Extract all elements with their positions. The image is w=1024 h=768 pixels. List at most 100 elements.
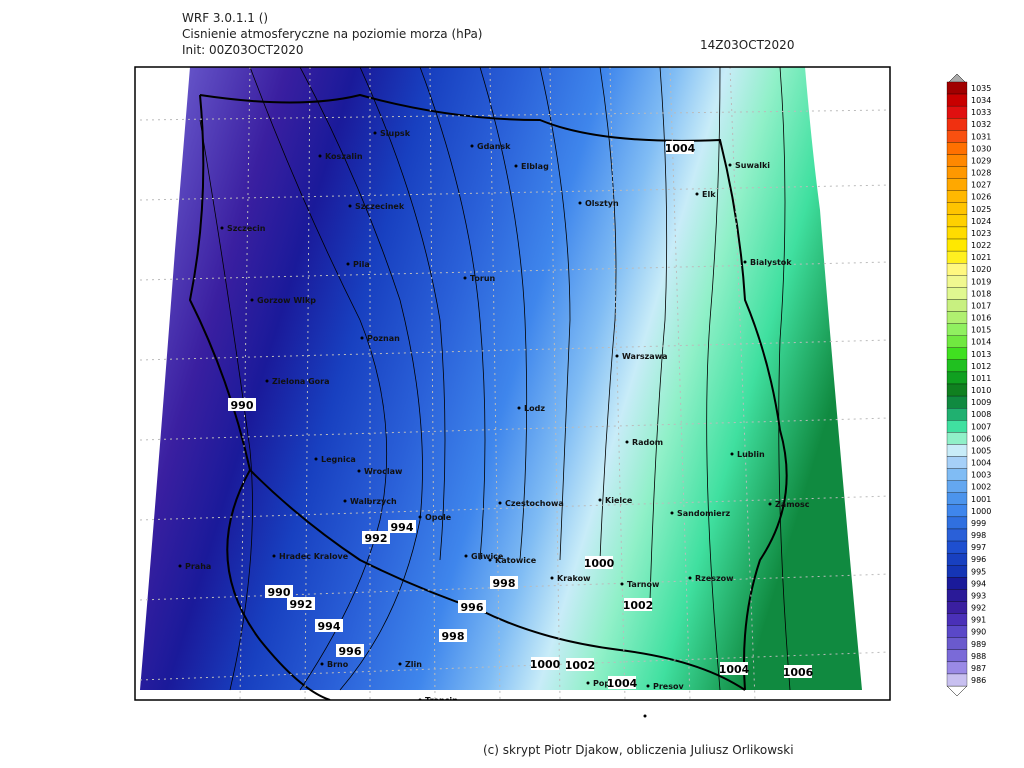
colorbar-cell [946,613,968,626]
contour-label-bg [315,619,343,632]
contour-label: 996 [339,645,362,658]
colorbar-label: 994 [971,579,986,588]
city-label: Slupsk [380,129,411,138]
colorbar-cell [946,178,968,191]
colorbar-label: 1029 [971,156,991,165]
contour-label: 1006 [783,666,814,679]
contour-label-bg [490,576,518,589]
colorbar-label: 1005 [971,446,991,455]
isobars [199,67,791,691]
city-dot [620,582,624,586]
colorbar-cell [946,408,968,421]
colorbar-cell [946,432,968,445]
city-label: Zlin [405,660,422,669]
model: WRF 3.0.1.1 () [182,11,268,25]
contour-label-bg [624,598,652,611]
contour-label-bg [720,662,748,675]
contour-label: 1004 [607,677,638,690]
city-dot [464,554,468,558]
city-label: Brno [327,660,349,669]
pressure-field [140,67,862,690]
city-dot [265,379,269,383]
colorbar-label: 995 [971,567,986,576]
colorbar-label: 1007 [971,422,991,431]
city-label: Hradec Kralove [279,552,349,561]
colorbar-cell [946,275,968,288]
contour-label-bg [287,597,315,610]
colorbar-cell [946,105,968,119]
colorbar-cell [946,540,968,554]
city-label: Tarnow [627,580,660,589]
colorbar-cell [946,250,968,264]
contour-label: 994 [318,620,341,633]
colorbar-cell [946,383,968,397]
contour-label-bg [531,657,559,670]
colorbar-cell [946,130,968,143]
colorbar-label: 1028 [971,169,991,178]
colorbar-cell [946,492,968,505]
colorbar-label: 1018 [971,289,991,298]
city-dot [463,276,467,280]
contour-label: 992 [365,532,388,545]
city-label: Trencin [425,696,458,705]
contour-label-bg [439,629,467,642]
city-label: Poznan [367,334,400,343]
city-dot [646,684,650,688]
city-label: Szczecin [227,224,266,233]
contour-label: 994 [391,521,414,534]
city-dot [398,662,402,666]
init: Init: 00Z03OCT2020 [182,43,304,57]
city-dot [488,558,492,562]
colorbar-cell [946,287,968,300]
colorbar-label: 1032 [971,120,991,129]
colorbar-cell [946,516,968,530]
contour-label: 998 [493,577,516,590]
colorbar-cell [946,81,968,95]
city-dot [373,131,377,135]
map-frame [134,66,891,701]
colorbar-label: 989 [971,640,986,649]
city-dot [768,502,772,506]
colorbar-label: 1015 [971,326,991,335]
colorbar-label: 1016 [971,314,991,323]
contour-label-bg [666,141,694,154]
contour-label: 990 [231,399,254,412]
colorbar-label: 1027 [971,181,991,190]
colorbar-label: 1006 [971,434,991,443]
city-dot [586,681,590,685]
city-dot [360,336,364,340]
city-dot [348,204,352,208]
colorbar-cell [946,601,968,614]
contour-label: 998 [442,630,465,643]
city-dot [314,457,318,461]
city-label: Gdansk [477,142,511,151]
colorbar-label: 1034 [971,96,991,105]
colorbar-cell [946,166,968,179]
colorbar-cell [946,589,968,602]
colorbar-cell [946,468,968,481]
city-dot [220,226,224,230]
colorbar-label: 993 [971,591,986,600]
colorbar-label: 992 [971,604,986,613]
colorbar-label: 1000 [971,507,991,516]
colorbar-label: 1017 [971,301,991,310]
colorbar-cell [946,444,968,457]
colorbar-cell [946,142,968,155]
contour-label: 992 [290,598,313,611]
city-dot [318,154,322,158]
city-dot [643,714,647,718]
colorbar-label: 987 [971,664,986,673]
city-dot [688,576,692,580]
colorbar-cell [946,359,968,373]
city-label: Kielce [605,496,633,505]
city-label: Rzeszow [695,574,734,583]
colorbar-label: 1024 [971,217,991,226]
colorbar-cell [946,335,968,348]
city-label: Walbrzych [350,497,397,506]
colorbar-label: 1026 [971,193,991,202]
contour-labels: 1004990992994100099810029909929949969989… [228,141,814,690]
colorbar-label: 1022 [971,241,991,250]
city-label: Presov [653,682,684,691]
colorbar-label: 1025 [971,205,991,214]
city-dot [730,452,734,456]
